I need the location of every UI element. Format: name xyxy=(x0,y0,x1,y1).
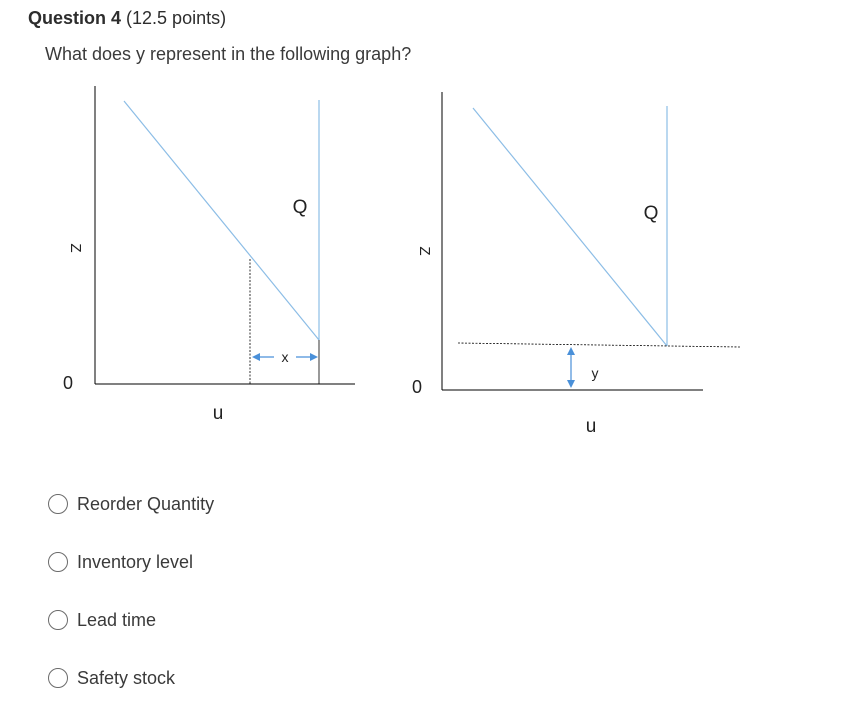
option-inventory-level[interactable]: Inventory level xyxy=(48,548,193,576)
radio-button[interactable] xyxy=(48,552,68,572)
left-inventory-line xyxy=(123,100,320,341)
left-graph: x Q Z 0 u xyxy=(63,86,355,424)
radio-button[interactable] xyxy=(48,668,68,688)
option-label: Inventory level xyxy=(77,551,194,572)
question-header: Question 4 (12.5 points) xyxy=(28,8,226,29)
left-interval-label: x xyxy=(282,349,289,365)
right-interval-label: y xyxy=(592,365,599,381)
question-points: (12.5 points) xyxy=(126,8,227,28)
question-number: Question 4 xyxy=(28,8,122,28)
right-inventory-line xyxy=(472,107,668,347)
option-label: Safety stock xyxy=(77,667,176,688)
option-lead-time[interactable]: Lead time xyxy=(48,606,156,634)
radio-button[interactable] xyxy=(48,610,68,630)
right-q-label: Q xyxy=(644,203,659,224)
option-label: Lead time xyxy=(77,609,157,630)
right-safety-stock-level xyxy=(457,342,741,348)
left-y-axis-label: Z xyxy=(67,243,84,252)
right-graph: y Q Z 0 u xyxy=(412,92,741,437)
right-y-axis-label: Z xyxy=(416,246,433,255)
option-label: Reorder Quantity xyxy=(77,493,215,514)
option-reorder-quantity[interactable]: Reorder Quantity xyxy=(48,490,214,518)
radio-button[interactable] xyxy=(48,494,68,514)
option-safety-stock[interactable]: Safety stock xyxy=(48,664,175,692)
left-origin-label: 0 xyxy=(63,373,73,393)
question-text: What does y represent in the following g… xyxy=(45,44,412,64)
right-x-axis-label: u xyxy=(586,416,597,437)
left-q-label: Q xyxy=(293,197,308,218)
right-origin-label: 0 xyxy=(412,377,422,397)
left-x-axis-label: u xyxy=(213,403,224,424)
